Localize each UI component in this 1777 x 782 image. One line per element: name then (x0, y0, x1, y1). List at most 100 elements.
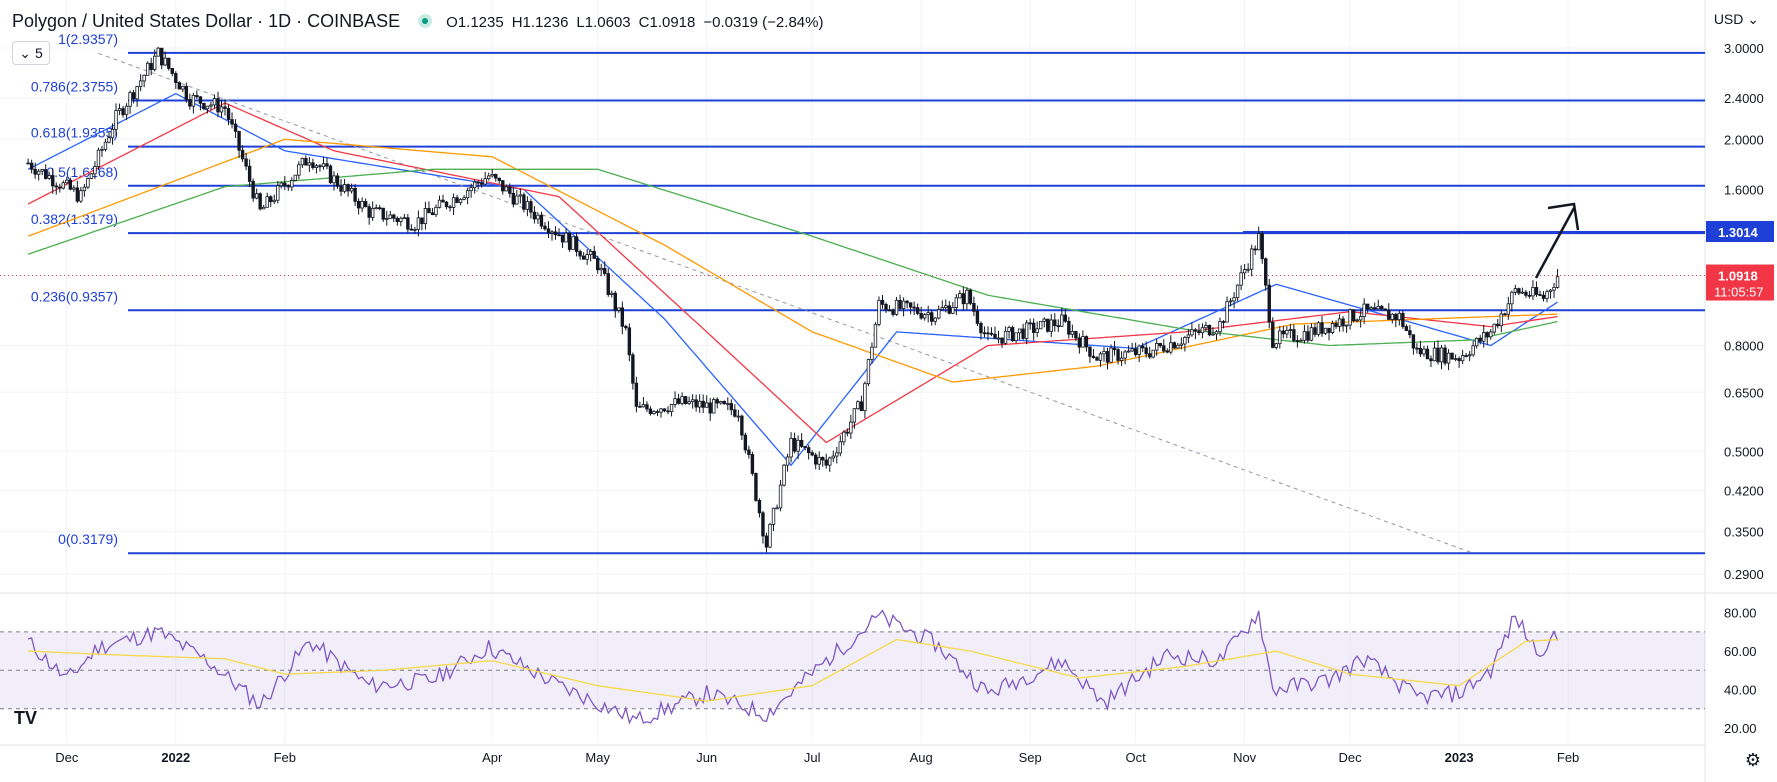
candle-body (332, 175, 336, 184)
candle-body (293, 174, 298, 181)
candle-body (1292, 329, 1296, 341)
candle-body (29, 162, 34, 170)
candle-body (1496, 323, 1500, 327)
candle-body (588, 250, 593, 255)
candle-body (1112, 347, 1117, 350)
candle-body (743, 434, 748, 451)
candle-body (269, 196, 273, 203)
candle-body (437, 199, 442, 208)
candle-body (1281, 330, 1286, 335)
candle-body (114, 110, 118, 130)
last-price-tag (1706, 264, 1774, 301)
candle-body (1162, 345, 1166, 352)
price-axis-tick: 0.8000 (1724, 339, 1764, 354)
candle-body (1376, 305, 1380, 310)
candle-body (107, 137, 111, 143)
chevron-down-icon: ⌄ (1747, 11, 1759, 27)
candle-body (789, 437, 793, 458)
candle-body (1077, 337, 1082, 348)
candle-body (191, 95, 196, 107)
candle-body (181, 85, 185, 90)
candle-body (68, 179, 73, 190)
candle-body (648, 408, 653, 415)
candle-body (153, 55, 157, 70)
candle-body (866, 359, 871, 385)
candle-body (1520, 291, 1525, 294)
time-axis-tick: Dec (55, 750, 79, 765)
candle-body (1295, 340, 1300, 342)
candle-body (852, 408, 857, 423)
candle-body (61, 182, 65, 189)
candle-body (859, 401, 864, 412)
candle-body (982, 332, 987, 335)
candle-body (757, 499, 762, 514)
time-axis-tick: 2023 (1445, 750, 1474, 765)
candle-body (877, 299, 881, 325)
candle-body (652, 411, 656, 415)
tradingview-logo-icon[interactable]: TV (14, 708, 38, 728)
candle-body (1130, 348, 1134, 352)
candle-body (300, 158, 305, 166)
candle-body (230, 119, 234, 125)
candle-body (624, 325, 628, 329)
candle-body (1404, 326, 1409, 331)
candle-body (1249, 248, 1254, 270)
candle-body (1285, 330, 1289, 335)
candle-body (402, 217, 407, 220)
candle-body (244, 158, 248, 167)
candle-body (599, 267, 603, 271)
candle-body (954, 297, 959, 308)
symbol-title[interactable]: Polygon / United States Dollar · 1D · CO… (12, 11, 401, 31)
candle-body (863, 383, 867, 412)
candle-body (416, 217, 421, 230)
candle-body (687, 401, 691, 405)
candle-body (838, 441, 843, 454)
candle-body (1425, 348, 1430, 360)
candle-body (501, 180, 505, 192)
candle-body (1169, 342, 1173, 353)
candle-body (1010, 327, 1015, 342)
candle-body (937, 309, 941, 319)
candle-body (409, 228, 414, 231)
candle-body (188, 99, 192, 107)
candle-body (508, 186, 512, 194)
candle-body (325, 163, 329, 167)
candle-body (1232, 297, 1236, 302)
candle-body (1464, 355, 1468, 357)
candle-body (733, 409, 737, 417)
candle-body (170, 67, 174, 74)
candle-body (261, 206, 266, 210)
candle-body (318, 165, 322, 168)
fib-level-label: 0.236(0.9357) (31, 288, 118, 304)
currency-selector[interactable]: USD ⌄ (1714, 11, 1759, 28)
candle-body (1060, 314, 1064, 327)
interval-label: 5 (34, 45, 43, 61)
candle-body (1439, 347, 1444, 363)
interval-toggle-button[interactable]: ⌄ 5 (12, 41, 50, 65)
candle-body (606, 273, 610, 295)
candle-body (905, 300, 909, 304)
candle-body (617, 307, 621, 311)
moving-average-orange (27, 138, 1558, 383)
candle-body (1320, 322, 1324, 334)
candle-body (908, 302, 913, 308)
candle-body (1527, 294, 1532, 297)
candle-body (36, 170, 41, 175)
gear-icon[interactable]: ⚙ (1744, 750, 1761, 770)
candle-body (1183, 337, 1187, 345)
candle-body (479, 182, 484, 185)
trendline (98, 52, 1474, 554)
candle-body (1228, 300, 1233, 303)
candle-body (1007, 327, 1011, 332)
candle-body (1397, 312, 1402, 321)
candle-body (912, 306, 916, 309)
candle-body (676, 398, 681, 404)
candle-body (1214, 331, 1219, 335)
time-axis-tick: 2022 (161, 750, 190, 765)
rsi-axis-tick: 20.00 (1724, 721, 1757, 736)
candle-body (1253, 248, 1257, 251)
candle-body (223, 106, 227, 109)
candle-body (1457, 358, 1461, 362)
candle-body (79, 190, 83, 202)
